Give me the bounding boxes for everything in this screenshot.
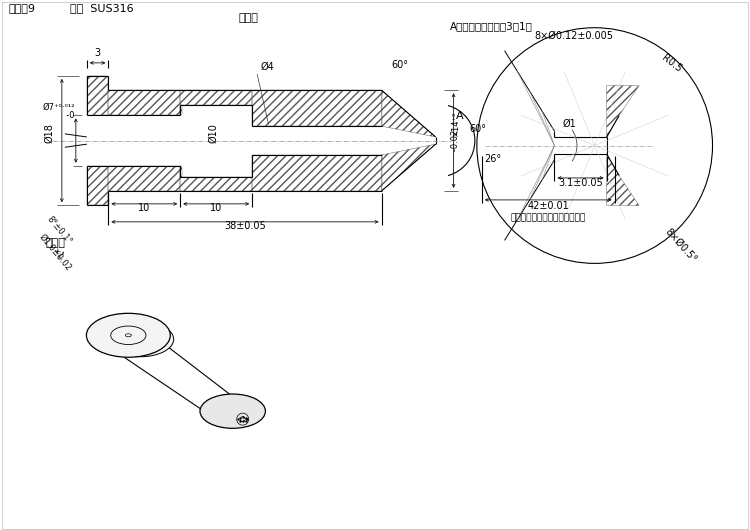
Text: 3.1±0.05: 3.1±0.05 (558, 178, 603, 188)
Text: 3: 3 (94, 48, 100, 58)
Text: ×14⁺⁰: ×14⁺⁰ (451, 110, 460, 136)
Text: R0.5: R0.5 (659, 53, 683, 74)
Ellipse shape (200, 394, 266, 428)
Text: Ø7⁺⁰·⁰¹²: Ø7⁺⁰·⁰¹² (42, 102, 75, 111)
Ellipse shape (107, 322, 174, 357)
Text: A部拡大（スケール3：1）: A部拡大（スケール3：1） (450, 21, 532, 31)
Text: 断面図: 断面図 (238, 13, 258, 23)
Text: 斜視図: 斜視図 (46, 238, 65, 249)
Text: Ø1: Ø1 (562, 119, 576, 129)
Text: 製品例9: 製品例9 (8, 3, 35, 13)
Text: 10: 10 (138, 203, 151, 213)
Text: Ø1.0±0.02: Ø1.0±0.02 (37, 233, 73, 273)
Text: Ø4: Ø4 (260, 62, 274, 72)
Text: A: A (455, 111, 464, 121)
Text: 42±0.01: 42±0.01 (527, 201, 569, 211)
Text: 26°: 26° (484, 154, 502, 164)
Text: Ø10: Ø10 (209, 122, 218, 143)
Text: 材質  SUS316: 材質 SUS316 (70, 3, 134, 13)
Text: 10: 10 (210, 203, 222, 213)
Text: 60°: 60° (392, 60, 409, 70)
Text: 38±0.05: 38±0.05 (224, 221, 266, 231)
Text: ×1.: ×1. (50, 246, 66, 263)
Text: -0: -0 (62, 111, 75, 120)
Text: -0.02: -0.02 (451, 129, 460, 158)
Text: （左端から噴孔出口中心まで）: （左端から噴孔出口中心まで） (511, 213, 586, 222)
Text: 8°±0.1°: 8°±0.1° (45, 215, 74, 246)
Ellipse shape (86, 313, 170, 357)
Text: 8×Ø0.5°: 8×Ø0.5° (662, 227, 698, 264)
Text: 60°: 60° (470, 123, 487, 134)
Text: Ø18: Ø18 (44, 122, 54, 143)
Text: 8×Ø0.12±0.005: 8×Ø0.12±0.005 (535, 31, 614, 41)
